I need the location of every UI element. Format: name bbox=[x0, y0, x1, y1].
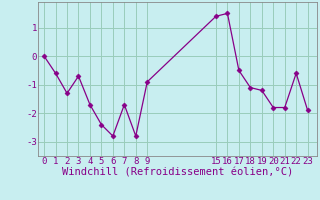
X-axis label: Windchill (Refroidissement éolien,°C): Windchill (Refroidissement éolien,°C) bbox=[62, 168, 293, 178]
